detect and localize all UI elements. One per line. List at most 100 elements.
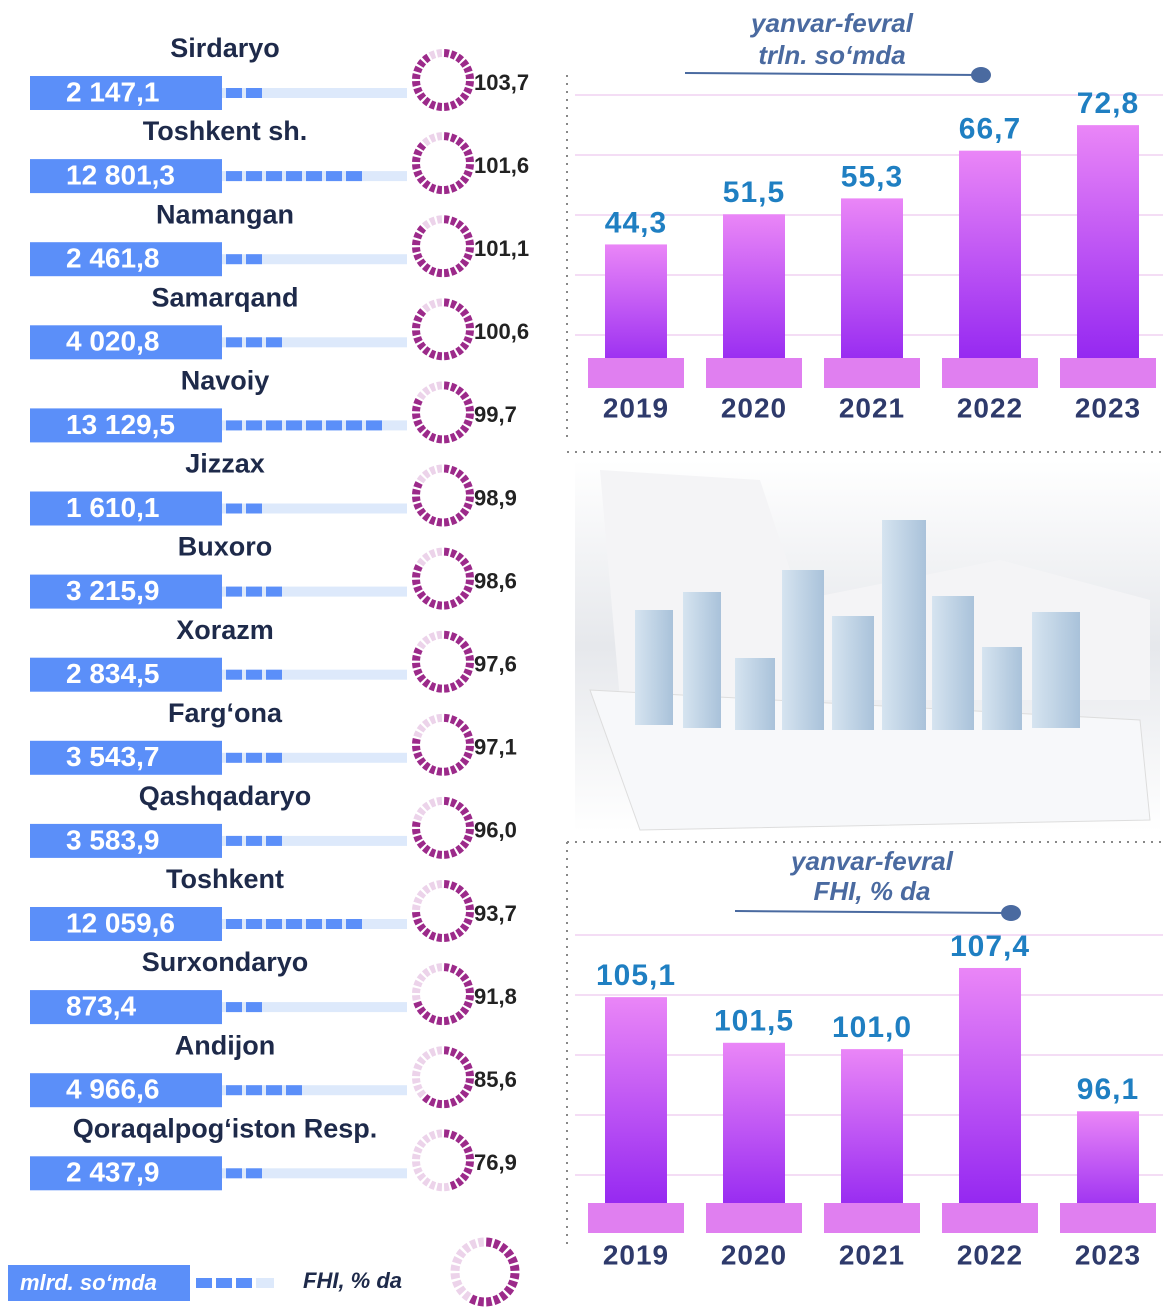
ring-segment <box>459 258 470 268</box>
ring-segment <box>463 896 473 905</box>
ring-segment <box>421 346 431 356</box>
ring-segment <box>436 601 443 610</box>
ring-segment <box>428 765 437 775</box>
ring-segment <box>443 49 450 58</box>
ring-segment <box>455 219 465 230</box>
ring-segment <box>443 351 450 361</box>
dash <box>246 1002 262 1013</box>
subtitle-dot <box>971 67 991 83</box>
bar-base <box>942 358 1038 388</box>
ring-segment <box>459 341 470 351</box>
ring-segment <box>465 163 474 170</box>
ring-segment <box>416 175 427 185</box>
ring-segment <box>455 1248 467 1259</box>
ring-segment <box>449 266 458 276</box>
ring-segment <box>421 884 431 895</box>
ring-segment <box>459 92 470 102</box>
fhi-ring <box>412 381 474 444</box>
ring-segment <box>428 465 437 476</box>
ring-segment <box>416 225 427 234</box>
ring-segment <box>413 1083 423 1092</box>
ring-segment <box>459 557 470 567</box>
dash-track <box>222 1085 407 1096</box>
dash <box>346 171 362 182</box>
ring-segment <box>455 469 465 479</box>
x-tick-label: 2022 <box>957 392 1023 423</box>
dash-track <box>222 586 407 597</box>
ring-segment <box>449 1180 458 1190</box>
x-tick-label: 2022 <box>957 1239 1023 1270</box>
ring-segment <box>507 1279 518 1289</box>
ring-segment <box>412 163 421 170</box>
ring-segment <box>436 880 443 889</box>
dash <box>266 420 282 431</box>
value-box <box>30 408 222 443</box>
ring-segment <box>413 730 423 739</box>
ring-segment <box>463 585 473 594</box>
ring-segment <box>452 1279 463 1289</box>
fhi-ring <box>412 630 474 693</box>
ring-segment <box>416 806 427 816</box>
ring-segment <box>443 132 450 141</box>
dash <box>246 337 262 348</box>
ring-segment <box>412 322 421 329</box>
ring-segment <box>449 216 458 226</box>
ring-segment <box>428 798 437 808</box>
ring-segment <box>465 488 474 495</box>
ring-segment <box>463 336 473 344</box>
ring-segment <box>459 1089 470 1099</box>
ring-segment <box>416 1139 427 1149</box>
ring-segment <box>412 911 421 918</box>
dash <box>226 752 242 763</box>
ring-segment <box>436 49 443 58</box>
ring-segment <box>459 474 470 484</box>
fhi-label: 85,6 <box>474 1067 517 1092</box>
ring-segment <box>436 963 443 972</box>
x-tick-label: 2020 <box>721 392 787 423</box>
ring-segment <box>416 673 427 683</box>
ring-segment <box>455 1134 465 1144</box>
ring-segment <box>492 1294 502 1305</box>
ring-segment <box>428 1014 437 1024</box>
ring-segment <box>416 258 427 268</box>
ring-segment <box>428 598 437 609</box>
dash <box>266 752 282 763</box>
bar-base <box>706 358 802 388</box>
region-name: Qoraqalpog‘iston Resp. <box>73 1113 378 1143</box>
ring-segment <box>459 424 470 434</box>
region-name: Xorazm <box>176 615 274 645</box>
ring-segment <box>413 65 423 74</box>
ring-segment <box>436 1099 443 1109</box>
fhi-ring <box>412 49 474 111</box>
ring-segment <box>413 419 423 427</box>
ring-segment <box>413 585 423 594</box>
ring-segment <box>455 884 465 895</box>
bar-base <box>588 1203 684 1233</box>
ring-segment <box>485 1296 493 1307</box>
ring-segment <box>449 549 458 559</box>
dash <box>246 503 262 514</box>
ring-segment <box>465 911 474 918</box>
ring-segment <box>412 488 421 495</box>
dash <box>246 835 262 846</box>
fhi-ring <box>412 963 474 1026</box>
value-label: 2 461,8 <box>66 243 159 274</box>
ring-segment <box>428 50 437 60</box>
x-tick-label: 2019 <box>603 1239 669 1270</box>
ring-segment <box>436 132 443 141</box>
value-dash-bar <box>222 1168 407 1179</box>
ring-segment <box>443 1182 450 1192</box>
fhi-ring <box>412 1129 474 1192</box>
ring-segment <box>413 169 423 178</box>
ring-segment <box>421 469 431 479</box>
dash <box>346 420 362 431</box>
ring-segment <box>455 96 465 107</box>
value-label: 3 215,9 <box>66 575 159 606</box>
ring-segment <box>412 413 421 420</box>
ring-segment <box>463 1145 473 1154</box>
ring-segment <box>455 53 465 64</box>
ring-segment <box>465 1161 474 1168</box>
ring-segment <box>416 308 427 318</box>
ring-segment <box>459 1006 470 1016</box>
ring-segment <box>459 391 470 401</box>
